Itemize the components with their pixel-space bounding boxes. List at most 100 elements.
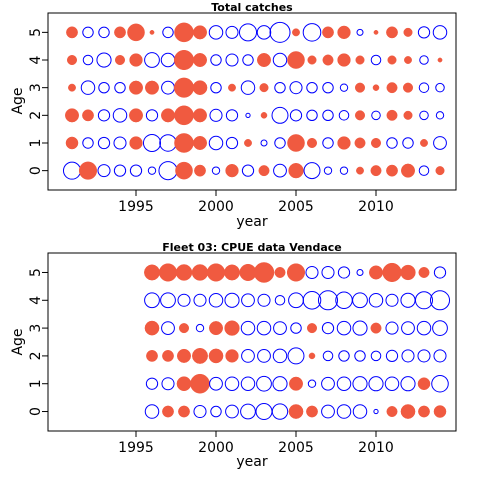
negative-residual-bubble xyxy=(240,376,256,391)
positive-residual-bubble xyxy=(144,264,160,281)
negative-residual-bubble xyxy=(147,166,157,175)
positive-residual-bubble xyxy=(308,352,316,360)
negative-residual-bubble xyxy=(241,293,255,308)
positive-residual-bubble xyxy=(174,133,194,153)
negative-residual-bubble xyxy=(62,161,82,180)
positive-residual-bubble xyxy=(78,161,98,180)
positive-residual-bubble xyxy=(175,161,193,180)
negative-residual-bubble xyxy=(322,109,334,122)
negative-residual-bubble xyxy=(142,133,162,153)
y-tick-label: 0 xyxy=(28,407,44,416)
positive-residual-bubble xyxy=(287,134,305,152)
negative-residual-bubble xyxy=(129,164,143,177)
bubble-group xyxy=(62,21,448,181)
positive-residual-bubble xyxy=(433,405,447,418)
positive-residual-bubble xyxy=(191,264,209,281)
negative-residual-bubble xyxy=(195,323,205,333)
negative-residual-bubble xyxy=(322,350,334,362)
x-tick-label: 2005 xyxy=(278,440,314,456)
positive-residual-bubble xyxy=(386,406,398,417)
positive-residual-bubble xyxy=(420,139,428,147)
negative-residual-bubble xyxy=(339,166,349,175)
negative-residual-bubble xyxy=(338,350,350,362)
y-tick-label: 3 xyxy=(28,324,44,333)
positive-residual-bubble xyxy=(404,56,412,64)
x-tick-label: 2000 xyxy=(198,440,234,456)
negative-residual-bubble xyxy=(145,109,159,122)
positive-residual-bubble xyxy=(208,348,224,364)
negative-residual-bubble xyxy=(82,137,94,149)
x-tick-label: 1995 xyxy=(118,440,154,456)
y-axis-label: Age xyxy=(10,328,26,355)
negative-residual-bubble xyxy=(97,164,111,178)
positive-residual-bubble xyxy=(386,82,398,94)
x-axis-label: year xyxy=(236,454,267,470)
x-axis: 1995 2000 2005 2010 xyxy=(118,431,394,456)
negative-residual-bubble xyxy=(432,25,448,40)
positive-residual-bubble xyxy=(306,405,318,418)
positive-residual-bubble xyxy=(386,26,398,39)
negative-residual-bubble xyxy=(240,80,256,95)
negative-residual-bubble xyxy=(321,265,335,280)
positive-residual-bubble xyxy=(194,164,206,177)
positive-residual-bubble xyxy=(337,136,351,150)
negative-residual-bubble xyxy=(417,349,431,363)
x-tick-label: 2010 xyxy=(358,440,394,456)
positive-residual-bubble xyxy=(369,265,383,280)
negative-residual-bubble xyxy=(352,404,368,419)
negative-residual-bubble xyxy=(419,110,429,121)
negative-residual-bubble xyxy=(273,163,287,178)
negative-residual-bubble xyxy=(339,83,349,92)
negative-residual-bubble xyxy=(401,321,415,335)
positive-residual-bubble xyxy=(253,262,275,283)
positive-residual-bubble xyxy=(386,109,398,121)
negative-residual-bubble xyxy=(240,403,256,420)
positive-residual-bubble xyxy=(193,135,207,150)
positive-residual-bubble xyxy=(403,110,413,120)
positive-residual-bubble xyxy=(354,110,366,121)
negative-residual-bubble xyxy=(370,54,382,66)
negative-residual-bubble xyxy=(145,377,159,390)
negative-residual-bubble xyxy=(317,290,339,311)
negative-residual-bubble xyxy=(208,135,224,151)
negative-residual-bubble xyxy=(224,292,240,308)
negative-residual-bubble xyxy=(96,52,112,68)
panel-fleet-cpue: Fleet 03: CPUE data Vendace 0 1 2 3 4 5 1995 2… xyxy=(10,241,457,470)
negative-residual-bubble xyxy=(385,321,399,335)
y-tick-label: 1 xyxy=(28,139,44,148)
negative-residual-bubble xyxy=(290,322,302,334)
positive-residual-bubble xyxy=(370,322,382,334)
negative-residual-bubble xyxy=(418,165,430,176)
negative-residual-bubble xyxy=(303,162,321,180)
negative-residual-bubble xyxy=(321,321,335,335)
negative-residual-bubble xyxy=(160,292,176,309)
negative-residual-bubble xyxy=(435,82,445,93)
negative-residual-bubble xyxy=(368,293,384,308)
positive-residual-bubble xyxy=(403,27,413,37)
negative-residual-bubble xyxy=(208,293,224,308)
negative-residual-bubble xyxy=(273,321,287,335)
negative-residual-bubble xyxy=(435,111,445,120)
negative-residual-bubble xyxy=(225,109,239,122)
chart-title: Fleet 03: CPUE data Vendace xyxy=(162,241,342,254)
positive-residual-bubble xyxy=(387,55,397,65)
y-tick-label: 5 xyxy=(28,28,44,37)
negative-residual-bubble xyxy=(371,110,381,121)
negative-residual-bubble xyxy=(161,321,175,335)
positive-residual-bubble xyxy=(193,53,207,68)
positive-residual-bubble xyxy=(82,109,94,122)
negative-residual-bubble xyxy=(161,80,175,95)
negative-residual-bubble xyxy=(144,52,160,68)
negative-residual-bubble xyxy=(272,348,288,364)
negative-residual-bubble xyxy=(336,320,352,336)
positive-residual-bubble xyxy=(288,404,304,419)
positive-residual-bubble xyxy=(435,166,445,176)
positive-residual-bubble xyxy=(354,137,366,149)
negative-residual-bubble xyxy=(272,376,288,392)
y-tick-label: 4 xyxy=(28,296,44,305)
negative-residual-bubble xyxy=(433,349,447,363)
plot-frame xyxy=(47,12,457,191)
negative-residual-bubble xyxy=(269,21,291,43)
positive-residual-bubble xyxy=(386,164,398,177)
positive-residual-bubble xyxy=(173,77,195,98)
